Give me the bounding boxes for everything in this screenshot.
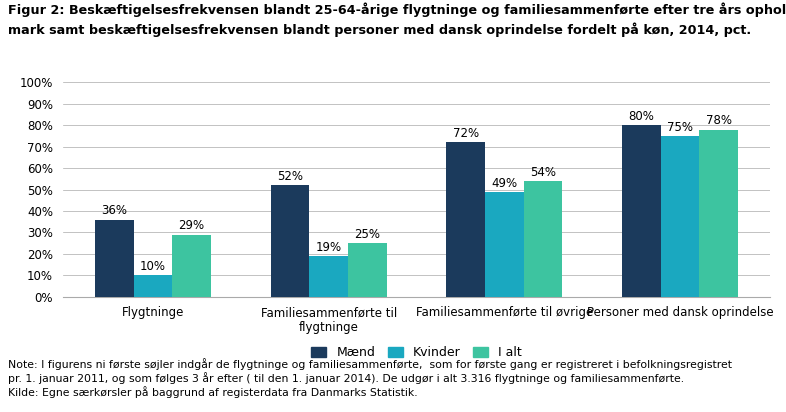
Text: 80%: 80% [629,110,655,123]
Bar [270,185,310,297]
Text: 49%: 49% [491,176,517,190]
Text: 10%: 10% [140,260,166,273]
Text: 54%: 54% [530,166,556,179]
Bar [134,275,172,297]
Text: 72%: 72% [453,127,479,140]
Text: 19%: 19% [316,241,342,254]
Text: 78%: 78% [706,115,732,127]
Bar [623,125,661,297]
Bar [172,234,211,297]
Bar [485,192,523,297]
Text: Figur 2: Beskæftigelsesfrekvensen blandt 25-64-årige flygtninge og familiesammen: Figur 2: Beskæftigelsesfrekvensen blandt… [8,2,786,16]
Bar [348,243,387,297]
Bar [446,143,485,297]
Bar [523,181,563,297]
Bar [310,256,348,297]
Bar [700,129,738,297]
Bar [95,220,134,297]
Text: 52%: 52% [277,170,303,183]
Text: 29%: 29% [178,219,204,232]
Text: 25%: 25% [354,228,380,241]
Bar [661,136,700,297]
Text: Note: I figurens ni første søjler indgår de flygtninge og familiesammenførte,  s: Note: I figurens ni første søjler indgår… [8,358,732,398]
Text: 36%: 36% [101,204,127,218]
Legend: Mænd, Kvinder, I alt: Mænd, Kvinder, I alt [307,342,527,365]
Text: 75%: 75% [667,121,693,134]
Text: mark samt beskæftigelsesfrekvensen blandt personer med dansk oprindelse fordelt : mark samt beskæftigelsesfrekvensen bland… [8,23,751,37]
